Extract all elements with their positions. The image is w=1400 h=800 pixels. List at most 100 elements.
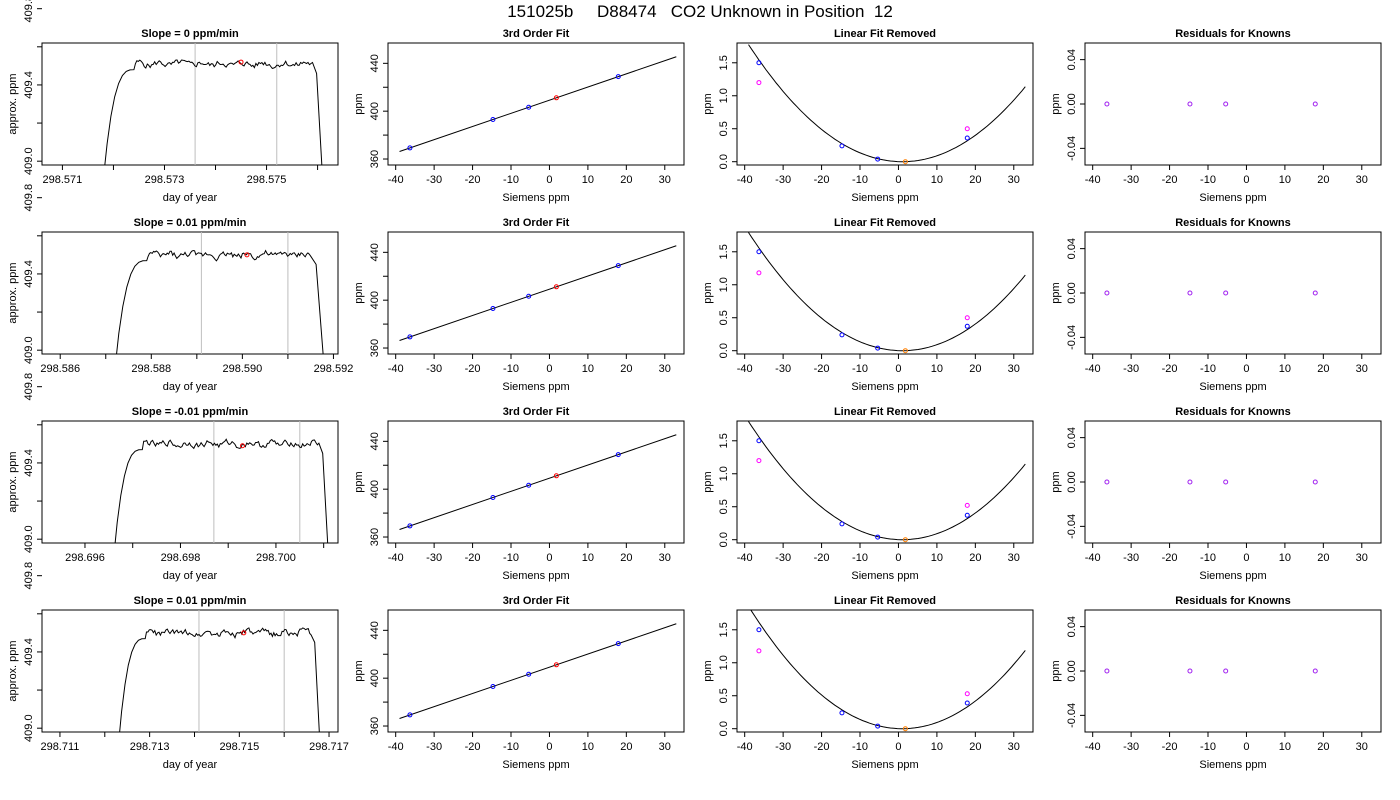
y-tick-label: 400 [369, 669, 381, 687]
x-tick-label: -10 [852, 174, 868, 186]
x-tick-label: 298.713 [130, 741, 170, 753]
residual-point [1312, 479, 1318, 485]
concentration-trace [114, 438, 329, 543]
plot-area [748, 232, 1026, 354]
y-axis-label: approx. ppm [7, 451, 19, 512]
x-tick-label: 20 [1317, 174, 1329, 186]
residual-point [1187, 101, 1193, 107]
panel: Residuals for Knowns -40 -30 -20 -10 0 10 20 30 S… [1050, 406, 1382, 582]
unknown-point [553, 473, 559, 479]
y-tick-label: 400 [369, 291, 381, 309]
panel: 3rd Order Fit -40 -30 -20 -10 0 10 20 30 Siemens … [353, 28, 685, 204]
panel-title: 3rd Order Fit [503, 595, 570, 607]
x-tick-label: 10 [582, 363, 594, 375]
y-tick-label: 0.04 [1066, 616, 1078, 637]
x-tick-label: -30 [1123, 552, 1139, 564]
x-tick-label: 298.588 [131, 363, 171, 375]
panel: Slope = -0.01 ppm/min 298.696 298.698 298.7… [7, 373, 339, 582]
x-tick-label: -40 [388, 552, 404, 564]
x-tick-label: -20 [1162, 363, 1178, 375]
y-axis-label: ppm [1050, 660, 1062, 681]
known-point [964, 135, 970, 141]
fit-line [399, 434, 677, 530]
y-tick-label: -0.04 [1066, 703, 1078, 728]
unknown-point [902, 726, 908, 732]
known-point [526, 293, 532, 299]
panel-title: Slope = 0.01 ppm/min [134, 595, 247, 607]
known-point [615, 74, 621, 80]
y-tick-label: 409.8 [23, 562, 35, 590]
known-point [526, 104, 532, 110]
x-tick-label: 298.700 [256, 552, 296, 564]
plot-frame [736, 42, 1034, 166]
x-tick-label: -20 [465, 741, 481, 753]
x-tick-label: 298.715 [219, 741, 259, 753]
plot-frame [1084, 420, 1382, 544]
x-tick-label: 10 [582, 552, 594, 564]
plot-frame [736, 231, 1034, 355]
plot-area [1104, 101, 1318, 107]
x-tick-label: -10 [503, 552, 519, 564]
x-tick-label: 10 [1279, 363, 1291, 375]
x-tick-label: -30 [426, 174, 442, 186]
x-tick-label: 10 [931, 741, 943, 753]
y-tick-label: 1.5 [718, 433, 730, 448]
y-tick-label: 409.0 [23, 525, 35, 553]
y-axis-label: approx. ppm [7, 73, 19, 134]
x-tick-label: 30 [1356, 363, 1368, 375]
known-assigned-point [756, 648, 762, 654]
x-axis-label: Siemens ppm [502, 759, 569, 771]
x-tick-label: 30 [659, 741, 671, 753]
x-tick-label: -10 [1200, 174, 1216, 186]
plot-frame [41, 42, 339, 166]
known-point [615, 263, 621, 269]
panel: Residuals for Knowns -40 -30 -20 -10 0 10 20 30 S… [1050, 595, 1382, 771]
x-tick-label: -40 [388, 174, 404, 186]
panel: Slope = 0.01 ppm/min 298.711 298.713 298.71… [7, 562, 349, 771]
fit-curve [748, 44, 1026, 163]
y-tick-label: 1.0 [718, 655, 730, 670]
known-assigned-point [756, 458, 762, 464]
plot-area [1104, 479, 1318, 485]
x-tick-label: 20 [1317, 741, 1329, 753]
y-axis-label: ppm [702, 660, 714, 681]
x-tick-label: 20 [620, 363, 632, 375]
x-tick-label: -20 [465, 174, 481, 186]
unknown-point [902, 159, 908, 165]
y-tick-label: 409.4 [23, 449, 35, 477]
y-tick-label: 0.0 [718, 532, 730, 547]
y-tick-label: 0.04 [1066, 238, 1078, 259]
x-tick-label: 0 [546, 363, 552, 375]
x-axis-label: Siemens ppm [1199, 570, 1266, 582]
y-tick-label: 0.5 [718, 121, 730, 136]
x-tick-label: -20 [1162, 741, 1178, 753]
panel: Linear Fit Removed -40 -30 -20 -10 0 10 20 30 Sie… [702, 28, 1034, 204]
unknown-point [902, 537, 908, 543]
y-tick-label: 1.0 [718, 277, 730, 292]
x-tick-label: -10 [503, 363, 519, 375]
x-axis-label: Siemens ppm [502, 192, 569, 204]
y-tick-label: 440 [369, 432, 381, 450]
y-axis-label: ppm [702, 471, 714, 492]
fit-line [399, 245, 677, 341]
plot-frame [41, 420, 339, 544]
x-tick-label: 298.586 [40, 363, 80, 375]
y-tick-label: 1.5 [718, 622, 730, 637]
x-tick-label: -30 [1123, 174, 1139, 186]
plot-area [399, 434, 677, 530]
y-tick-label: 409.4 [23, 71, 35, 99]
x-tick-label: -30 [1123, 363, 1139, 375]
x-tick-label: 0 [895, 174, 901, 186]
x-tick-label: -20 [1162, 552, 1178, 564]
known-assigned-point [964, 315, 970, 321]
y-tick-label: 409.8 [23, 184, 35, 212]
plot-area [114, 421, 329, 543]
concentration-trace [119, 627, 320, 732]
x-tick-label: 0 [546, 741, 552, 753]
panel-title: Slope = 0 ppm/min [141, 28, 239, 40]
y-axis-label: ppm [353, 471, 365, 492]
y-tick-label: 440 [369, 621, 381, 639]
x-tick-label: 20 [969, 741, 981, 753]
plot-frame [736, 420, 1034, 544]
unknown-mean-point [240, 443, 246, 449]
